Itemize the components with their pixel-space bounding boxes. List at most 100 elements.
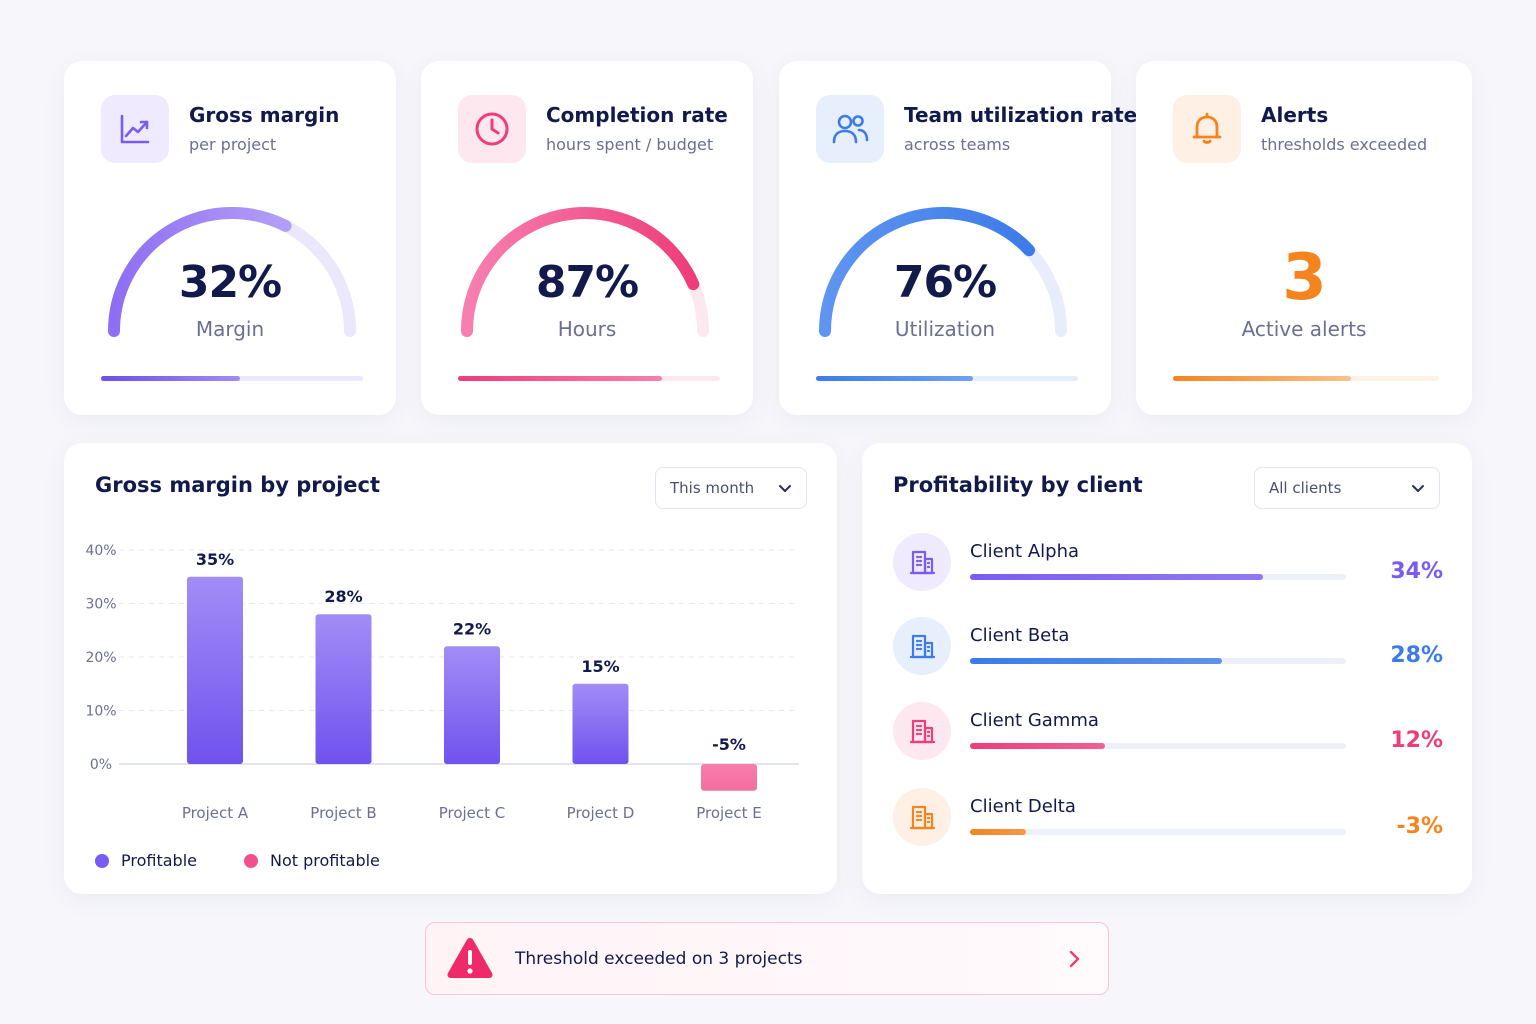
alert-text: Threshold exceeded on 3 projects (515, 949, 803, 969)
kpi-title: Gross margin (189, 103, 340, 127)
legend-item-profitable: Profitable (95, 851, 197, 870)
kpi-label: Hours (557, 317, 617, 341)
client-bar-fill (970, 743, 1106, 749)
y-tick-label: 0% (90, 757, 112, 773)
kpi-label: Margin (195, 317, 265, 341)
gauge (108, 207, 356, 337)
client-bar-fill (970, 574, 1264, 580)
y-tick-label: 30% (85, 597, 116, 613)
client-bar-track (970, 658, 1346, 664)
bar (315, 614, 372, 764)
bar (701, 764, 757, 791)
bar (572, 683, 629, 764)
client-pct: 34% (1390, 559, 1443, 584)
y-tick-label: 40% (85, 543, 116, 559)
progress-track (101, 376, 363, 381)
progress-fill (1173, 376, 1352, 381)
dropdown-value: All clients (1269, 479, 1342, 497)
progress-track (816, 376, 1078, 381)
kpi-value: 76% (893, 257, 997, 308)
kpi-subtitle: per project (189, 135, 277, 154)
progress-fill (458, 376, 663, 381)
gauge-fill (108, 207, 292, 337)
x-tick-label: Project B (310, 804, 376, 822)
users-icon (816, 95, 884, 163)
bar-data-label: -5% (712, 735, 746, 754)
building-icon (893, 533, 951, 591)
legend-label: Profitable (121, 851, 197, 870)
bar-data-label: 22% (453, 619, 491, 638)
kpi-subtitle: thresholds exceeded (1261, 135, 1428, 154)
progress-track (458, 376, 720, 381)
client-bar-fill (970, 658, 1222, 664)
client-name: Client Alpha (970, 541, 1080, 562)
bar-data-label: 35% (196, 550, 234, 569)
panel-title: Gross margin by project (95, 473, 381, 497)
x-tick-label: Project E (696, 804, 762, 822)
kpi-title: Team utilization rate (904, 103, 1138, 127)
kpi-label: Active alerts (1241, 317, 1367, 341)
warning-icon (447, 938, 493, 978)
legend-dot (95, 853, 109, 868)
kpi-title: Alerts (1261, 103, 1329, 127)
gauge (461, 206, 709, 337)
kpi-value: 87% (535, 257, 639, 308)
legend-dot (244, 853, 258, 868)
kpi-value: 32% (178, 257, 282, 308)
client-pct: 12% (1390, 728, 1443, 753)
bar-data-label: 28% (324, 587, 362, 606)
kpi-card-gross-margin: Gross margin per project 32% Margin (64, 61, 396, 415)
alerts-count: 3 (1282, 241, 1327, 315)
progress-fill (816, 376, 974, 381)
gauge-fill (819, 207, 1035, 337)
bar-data-label: 15% (581, 657, 619, 676)
client-row-gamma[interactable]: Client Gamma 12% (893, 702, 1443, 762)
building-icon (893, 702, 951, 760)
client-bar-fill (970, 829, 1027, 835)
kpi-label: Utilization (894, 317, 996, 341)
client-row-beta[interactable]: Client Beta 28% (893, 617, 1443, 677)
period-dropdown[interactable]: This month (655, 467, 807, 509)
y-tick-label: 10% (85, 704, 116, 720)
chevron-down-icon (779, 485, 791, 492)
gauge-fill (461, 206, 700, 337)
progress-fill (101, 376, 240, 381)
progress-track (1173, 376, 1439, 381)
kpi-subtitle: hours spent / budget (546, 135, 714, 154)
client-name: Client Beta (970, 625, 1070, 646)
client-name: Client Gamma (970, 710, 1099, 731)
margin-by-project-panel: Gross margin by project This month 0% 10%… (64, 443, 837, 894)
bar-chart: 0% 10% 20% 30% 40% 35% Project A 28% Project B 22… (85, 543, 799, 822)
kpi-card-team-utilization: Team utilization rate across teams 76% U… (779, 61, 1137, 415)
dropdown-value: This month (670, 479, 755, 497)
kpi-title: Completion rate (546, 103, 728, 127)
chevron-right-icon[interactable] (1068, 949, 1082, 969)
legend-item-not-profitable: Not profitable (244, 851, 380, 870)
client-bar-track (970, 743, 1346, 749)
clock-icon (458, 95, 526, 163)
bar (187, 576, 243, 764)
client-name: Client Delta (970, 796, 1076, 817)
x-tick-label: Project A (182, 804, 249, 822)
bell-icon (1173, 95, 1241, 163)
client-pct: -3% (1396, 814, 1443, 839)
client-bar-track (970, 574, 1346, 580)
legend-label: Not profitable (270, 851, 380, 870)
threshold-alert-banner[interactable]: Threshold exceeded on 3 projects (425, 922, 1109, 995)
client-row-alpha[interactable]: Client Alpha 34% (893, 533, 1443, 593)
client-row-delta[interactable]: Client Delta -3% (893, 788, 1443, 848)
trend-up-icon (101, 95, 169, 163)
bar (444, 646, 500, 764)
client-bar-track (970, 829, 1346, 835)
panel-title: Profitability by client (893, 473, 1143, 497)
kpi-card-alerts: Alerts thresholds exceeded 3 Active aler… (1136, 61, 1472, 415)
building-icon (893, 788, 951, 846)
chevron-down-icon (1412, 485, 1424, 492)
client-pct: 28% (1390, 643, 1443, 668)
y-tick-label: 20% (85, 650, 116, 666)
kpi-card-completion-rate: Completion rate hours spent / budget 87%… (421, 61, 753, 415)
profitability-by-client-panel: Profitability by client All clients Clie… (862, 443, 1472, 894)
gauge (819, 207, 1067, 337)
building-icon (893, 617, 951, 675)
client-dropdown[interactable]: All clients (1254, 467, 1440, 509)
